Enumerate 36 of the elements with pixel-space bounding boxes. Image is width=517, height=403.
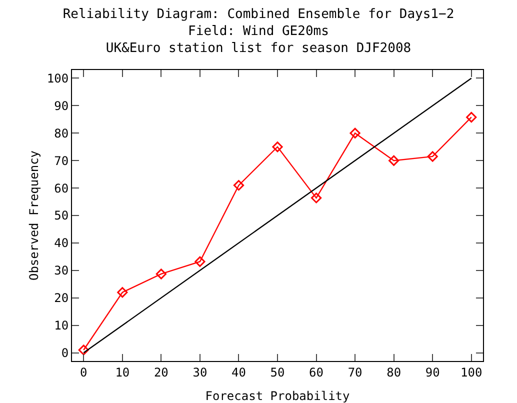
x-tick-label: 30	[192, 365, 208, 380]
point	[78, 344, 89, 356]
chart-title: Reliability Diagram: Combined Ensemble for Days1−2 Field: Wind GE20ms UK&Euro station list for season DJF2008	[62, 7, 454, 56]
x-tick-label: 70	[348, 365, 362, 380]
x-tick-label: 90	[425, 365, 440, 380]
point	[272, 142, 283, 152]
x-tick-label: 80	[386, 365, 402, 380]
point	[233, 180, 244, 191]
y-tick-label: 30	[54, 264, 69, 278]
y-tick-label: 10	[54, 318, 69, 333]
point	[427, 151, 438, 162]
x-tick-label: 60	[309, 365, 324, 380]
point	[194, 256, 206, 267]
y-tick-label: 70	[54, 154, 69, 168]
point	[310, 192, 322, 204]
y-tick-label: 60	[54, 181, 69, 196]
x-tick-label: 0	[80, 365, 88, 380]
y-tick-label: 90	[54, 98, 69, 113]
point	[350, 128, 360, 138]
y-tick-label: 0	[61, 346, 69, 360]
x-tick-label: 50	[270, 365, 285, 380]
y-tick-label: 40	[54, 236, 69, 250]
point	[388, 155, 400, 166]
point	[156, 268, 166, 280]
point	[117, 287, 128, 298]
point	[466, 112, 477, 123]
y-tick-label: 80	[54, 126, 69, 140]
x-tick-label: 100	[460, 365, 482, 380]
x-tick-label: 20	[154, 365, 168, 380]
y-tick-label: 50	[54, 208, 69, 223]
x-tick-label: 10	[115, 365, 130, 380]
x-tick-label: 40	[232, 365, 246, 380]
x-axis-title: Forecast Probability	[205, 389, 350, 403]
y-tick-label: 20	[54, 291, 69, 306]
y-axis-title: Observed Frequency	[27, 150, 41, 281]
y-tick-label: 100	[46, 71, 69, 86]
